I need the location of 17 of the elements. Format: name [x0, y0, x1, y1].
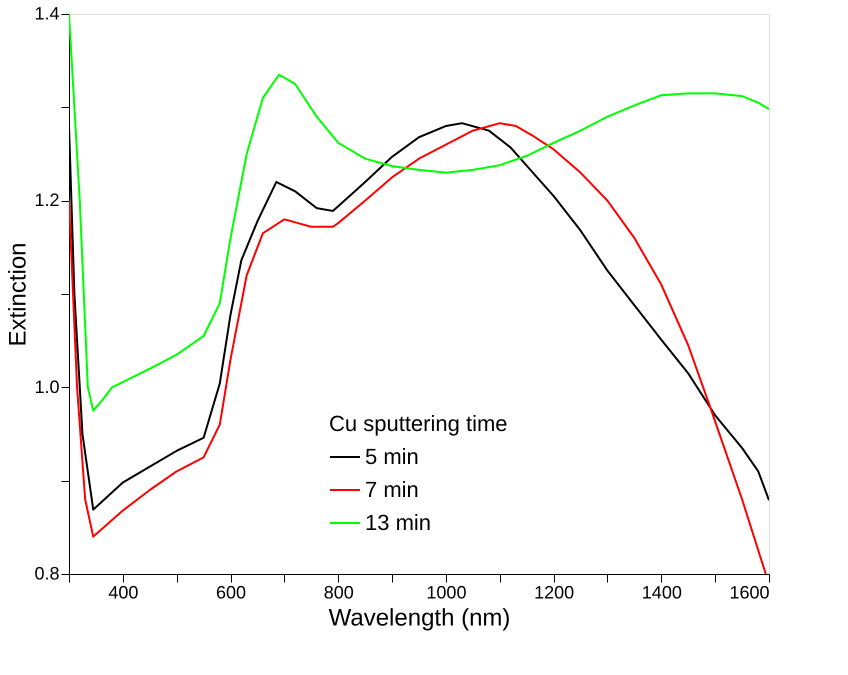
- legend-title: Cu sputtering time: [329, 411, 508, 436]
- x-axis-title: Wavelength (nm): [328, 604, 510, 632]
- legend-label: 13 min: [365, 510, 432, 535]
- y-tick-label: 1.0: [34, 376, 60, 397]
- legend-label: 7 min: [365, 477, 419, 502]
- y-axis-title: Extinction: [4, 242, 32, 347]
- x-tick-label: 1400: [642, 582, 682, 602]
- x-tick-label: 400: [108, 582, 138, 602]
- legend-label: 5 min: [365, 444, 419, 469]
- x-tick-label: 800: [324, 582, 354, 602]
- x-tick-label: 1200: [534, 582, 574, 602]
- x-tick-label: 1000: [426, 582, 466, 602]
- y-tick-label: 1.4: [34, 4, 60, 24]
- y-tick-label: 0.8: [34, 564, 60, 584]
- y-tick-label: 1.2: [34, 190, 60, 210]
- x-tick-label: 600: [216, 582, 246, 602]
- x-tick-label: 1600: [729, 582, 770, 602]
